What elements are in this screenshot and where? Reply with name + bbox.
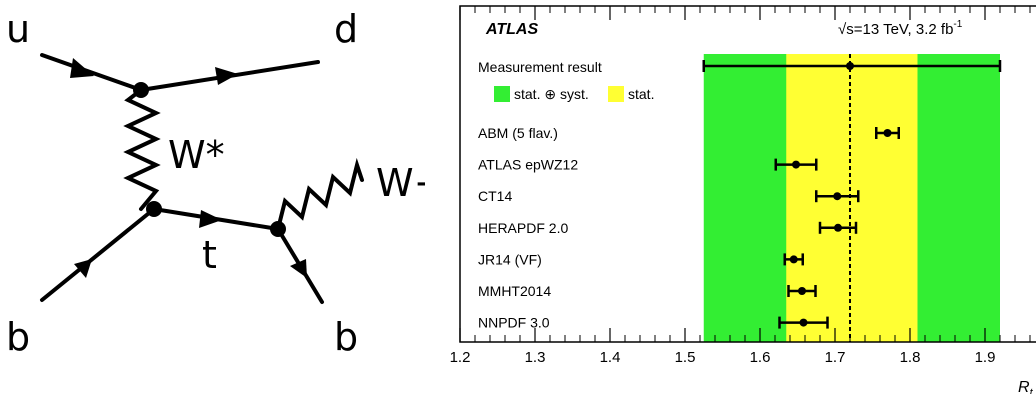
x-tick-label: 1.2	[450, 349, 471, 366]
w-star-propagator	[123, 88, 161, 211]
x-tick-label: 1.9	[975, 349, 996, 366]
prediction-label: NNPDF 3.0	[478, 315, 550, 331]
prediction-label: ABM (5 flav.)	[478, 125, 558, 141]
arrow-t-icon	[199, 210, 222, 228]
vertex-top	[133, 82, 149, 98]
prediction-point	[799, 318, 808, 327]
x-tick-label: 1.4	[600, 349, 621, 366]
uncertainty-bands	[703, 54, 1000, 342]
feynman-diagram: u d W* W+ t b b	[6, 7, 425, 359]
prediction-point	[883, 129, 892, 137]
x-axis-ticks: 1.21.31.41.51.61.71.81.92	[450, 6, 1031, 366]
arrow-d-icon	[215, 67, 238, 85]
x-tick-label: 1.5	[675, 349, 696, 366]
stat-band	[786, 54, 918, 342]
x-axis-label-sub: t	[1030, 387, 1034, 394]
measurement-point	[846, 62, 854, 70]
prediction-label: ATLAS epWZ12	[478, 157, 578, 173]
prediction-point	[798, 287, 806, 295]
legend-syst-label: stat. ⊕ syst.	[514, 86, 589, 102]
experiment-label: ATLAS	[485, 21, 538, 38]
label-t: t	[202, 233, 217, 277]
prediction-label: MMHT2014	[478, 283, 551, 299]
energy-sup: -1	[953, 19, 962, 30]
legend-stat-swatch	[608, 86, 624, 102]
prediction-point	[789, 255, 798, 264]
x-axis-label-main: R	[1018, 379, 1030, 394]
legend-stat-label: stat.	[628, 86, 654, 102]
prediction-label: HERAPDF 2.0	[478, 220, 568, 236]
prediction-label: JR14 (VF)	[478, 251, 542, 267]
data-points	[702, 60, 1002, 329]
energy-text: s=13 TeV, 3.2 fb	[846, 21, 953, 38]
label-w-star: W*	[168, 133, 225, 177]
arrow-b-out-icon	[290, 259, 307, 278]
prediction-point	[833, 192, 842, 201]
vertex-bottom	[146, 201, 162, 217]
prediction-point	[792, 160, 800, 169]
arrow-u-icon	[70, 58, 94, 78]
label-b-right: b	[334, 315, 358, 359]
x-tick-label: 1.6	[750, 349, 771, 366]
label-u: u	[6, 7, 30, 51]
x-tick-label: 1.3	[525, 349, 546, 366]
measurement-label: Measurement result	[478, 59, 602, 75]
energy-label: √s=13 TeV, 3.2 fb-1	[838, 19, 963, 38]
incoming-u-line	[40, 53, 143, 92]
arrow-b-icon	[74, 259, 92, 278]
x-tick-label: 1.8	[900, 349, 921, 366]
vertex-decay	[270, 221, 286, 237]
rt-comparison-plot: 1.21.31.41.51.61.71.81.92 ATLAS √s=13 Te…	[450, 5, 1036, 394]
sqrt-symbol: √	[838, 21, 847, 38]
x-tick-label: 1.7	[825, 349, 846, 366]
prediction-label: CT14	[478, 188, 512, 204]
w-plus-boson	[276, 157, 364, 231]
prediction-point	[834, 223, 842, 232]
x-axis-label: Rt	[1018, 379, 1034, 394]
label-w-plus: W+	[376, 161, 425, 205]
label-b-left: b	[6, 315, 30, 359]
label-d: d	[334, 7, 358, 51]
prediction-labels: ABM (5 flav.) ATLAS epWZ12 CT14 HERAPDF 2.0…	[478, 125, 578, 331]
incoming-b-line	[40, 207, 156, 302]
plot-frame	[459, 5, 1036, 343]
legend-syst-swatch	[494, 86, 510, 102]
